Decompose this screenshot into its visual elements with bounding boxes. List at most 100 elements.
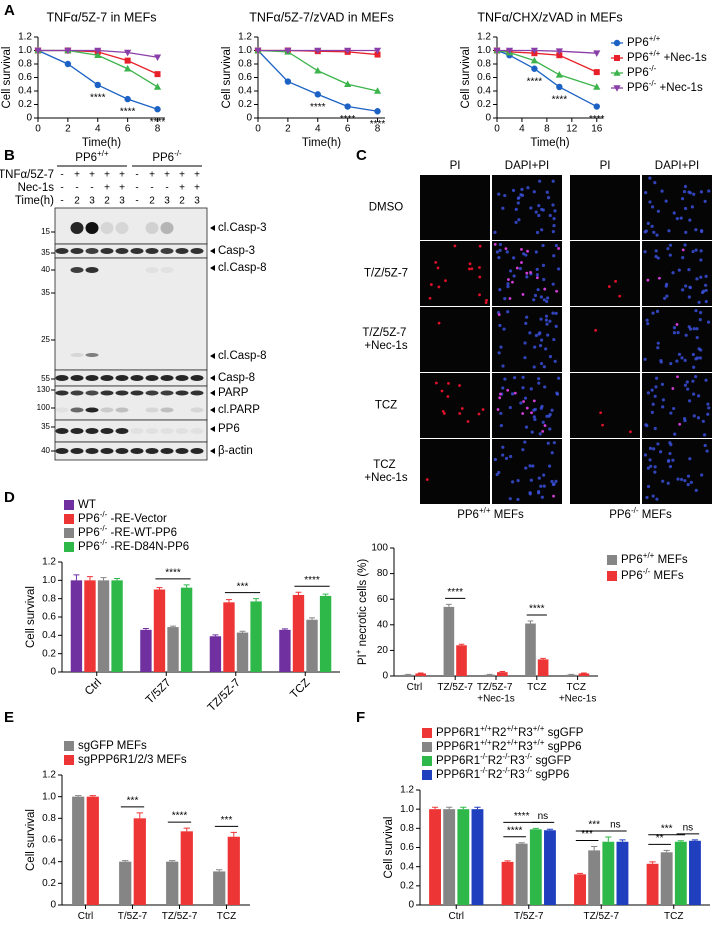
x-tick-label: 8 (544, 124, 550, 135)
text-line: T/Z/5Z-7 (364, 268, 408, 280)
blot-band (145, 222, 159, 234)
blot-band (55, 390, 69, 396)
nucleus (688, 457, 692, 461)
micrograph (570, 307, 640, 372)
superscript: +/+ (533, 724, 545, 733)
superscript: -/- (631, 506, 639, 515)
bar (457, 809, 470, 905)
nucleus (505, 250, 509, 254)
nucleus (524, 321, 528, 325)
nucleus (691, 249, 695, 254)
legend-swatch (422, 756, 432, 766)
blot-band (160, 267, 174, 273)
nucleus (683, 358, 687, 362)
pi-cell (676, 375, 679, 379)
superscript: +/+ (97, 149, 109, 158)
blot-band (100, 248, 114, 254)
blot-band (145, 248, 159, 254)
nucleus (668, 465, 673, 469)
nucleus (502, 327, 506, 331)
nucleus (541, 263, 546, 267)
pi-cell (521, 293, 525, 296)
y-tick-label: 0.8 (477, 59, 491, 70)
nucleus (646, 391, 650, 395)
bar (140, 629, 152, 672)
x-tick-label: 2 (285, 124, 291, 135)
blot-band (85, 448, 99, 454)
nucleus (554, 479, 558, 483)
nucleus (696, 416, 701, 420)
nucleus (695, 335, 699, 340)
blot-band (55, 375, 69, 381)
superscript: -/- (480, 752, 488, 761)
nucleus (538, 343, 543, 348)
nucleus (540, 404, 544, 408)
error-bar (170, 625, 177, 628)
nucleus (644, 191, 648, 195)
nucleus (501, 453, 505, 457)
bar (544, 830, 556, 905)
bar (133, 818, 146, 905)
lane-value: + (194, 170, 200, 181)
nucleus (499, 411, 503, 416)
blot-band (130, 390, 144, 396)
nucleus (699, 275, 703, 279)
significance-label: **** (340, 114, 356, 125)
y-tick-label: 0.2 (42, 648, 56, 659)
nucleus (659, 360, 663, 364)
pi-cell (429, 283, 433, 286)
text-line: +Nec-1s (364, 472, 407, 484)
legend-label: PP6-/- -RE-WT-PP6 (78, 524, 177, 539)
band-label: Casp-3 (218, 245, 255, 257)
nucleus (539, 484, 543, 488)
band-arrow (210, 426, 215, 432)
nucleus (551, 179, 555, 183)
blot-band (160, 428, 174, 434)
data-point (530, 47, 539, 55)
nucleus (542, 277, 546, 282)
pi-cell (436, 266, 440, 270)
nucleus (541, 208, 545, 212)
nucleus (652, 447, 656, 451)
lane-value: + (179, 170, 185, 181)
nucleus (648, 446, 653, 450)
blot-band (70, 375, 84, 381)
y-tick-label: 0 (408, 900, 414, 911)
lane-value: - (165, 183, 168, 194)
blot-band (115, 407, 129, 413)
nucleus (517, 218, 521, 222)
nucleus (648, 458, 652, 462)
nucleus (519, 401, 523, 405)
superscript: -/- (525, 766, 533, 775)
error-bar (281, 628, 288, 630)
legend-label: PPP6R1-/-R2-/-R3-/- sgGFP (436, 752, 572, 767)
nucleus (650, 224, 654, 228)
x-tick-label: TCZ (664, 911, 683, 922)
blot-band (145, 390, 159, 396)
nucleus (707, 406, 711, 410)
bar (484, 674, 495, 676)
error-bar (677, 840, 684, 842)
error-bar (605, 836, 612, 842)
significance-label: **** (304, 575, 320, 586)
pi-cell (485, 298, 488, 302)
error-bar (225, 599, 232, 603)
bar (72, 796, 85, 905)
nucleus (692, 192, 696, 196)
data-point (94, 47, 102, 55)
nucleus (512, 274, 516, 278)
nucleus (694, 357, 698, 361)
nucleus (691, 352, 695, 357)
micrograph (420, 373, 490, 438)
nucleus (538, 331, 542, 335)
nucleus (551, 229, 555, 234)
row-label: T/Z/5Z-7 +Nec-1s (362, 327, 409, 352)
error-bar (136, 812, 143, 819)
blot-band (55, 448, 69, 454)
y-tick-label: 1.0 (238, 45, 252, 56)
nucleus (704, 378, 708, 382)
y-tick-label: 0.8 (18, 59, 32, 70)
nucleus (495, 472, 499, 477)
nucleus (546, 441, 550, 445)
y-tick-label: 1.2 (42, 557, 56, 568)
